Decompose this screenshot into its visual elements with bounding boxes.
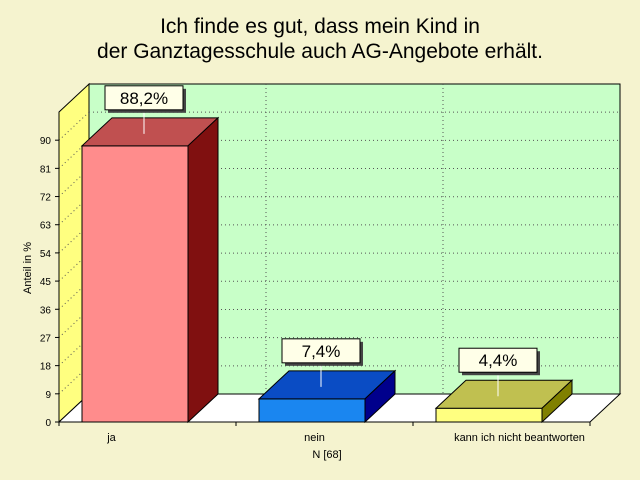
chart-title-line-2: der Ganztagesschule auch AG-Angebote erh… <box>97 40 543 63</box>
y-axis-title: Anteil in % <box>22 242 34 294</box>
data-label-box <box>458 347 538 373</box>
y-tick-label: 36 <box>40 305 52 316</box>
gridline <box>58 196 90 226</box>
y-tick-label: 81 <box>40 164 52 175</box>
bars <box>80 116 574 424</box>
bar-front <box>258 398 366 423</box>
data-label: 4,4% <box>479 351 518 370</box>
gridline <box>58 168 90 197</box>
data-labels: 88,2% 7,4% 4,4% <box>104 85 540 397</box>
bar-side <box>364 369 396 424</box>
category-label: nein <box>304 432 325 444</box>
y-tick-label: 27 <box>40 333 52 344</box>
bar-front <box>81 145 189 423</box>
category-labels: ja nein kann ich nicht beantworten <box>58 422 591 444</box>
gridline <box>58 365 90 395</box>
y-tick-label: 90 <box>40 136 52 147</box>
gridline <box>58 139 90 169</box>
y-tick-label: 72 <box>40 193 52 204</box>
y-tick-label: 0 <box>45 418 51 429</box>
data-label-box <box>104 85 184 111</box>
y-tick-label: 45 <box>40 277 52 288</box>
category-label: kann ich nicht beantworten <box>454 432 585 444</box>
y-tick-label: 63 <box>40 221 52 232</box>
chart-title-line-1: Ich finde es gut, dass mein Kind in <box>160 15 480 38</box>
y-axis: 0 9 18 27 36 45 54 63 72 81 90 <box>40 112 60 429</box>
gridline <box>58 280 90 310</box>
bar-side <box>187 116 219 424</box>
data-label: 88,2% <box>120 89 168 108</box>
y-tick-label: 18 <box>40 362 52 373</box>
bar <box>80 116 220 424</box>
gridline <box>58 224 90 254</box>
gridline <box>58 337 90 367</box>
bar-side <box>541 379 573 424</box>
bar <box>434 379 574 424</box>
bar-front <box>435 407 543 423</box>
data-label: 7,4% <box>302 342 341 361</box>
chart-title: Ich finde es gut, dass mein Kind in der … <box>0 14 640 64</box>
gridline <box>58 252 90 282</box>
y-tick-label: 9 <box>45 390 51 401</box>
x-axis-title: N [68] <box>312 449 341 461</box>
data-label-box <box>281 338 361 364</box>
bar <box>257 369 397 424</box>
y-tick-label: 54 <box>40 249 52 260</box>
gridline <box>58 309 90 338</box>
gridline <box>58 111 90 141</box>
category-label: ja <box>106 432 116 444</box>
